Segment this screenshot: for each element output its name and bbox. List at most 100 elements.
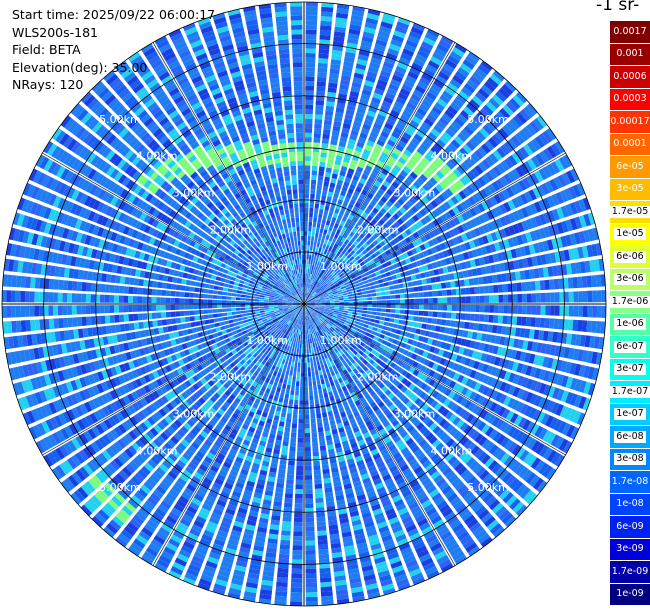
ray-gate [362,297,368,301]
ray-gate [563,347,571,359]
ray-gate [348,304,354,307]
ray-gate [372,326,378,332]
ray-gate [327,410,334,417]
ray-gate [315,288,320,293]
ray-gate [368,229,375,236]
ray-gate [351,266,358,272]
ray-gate [439,242,447,251]
ray-gate [331,404,338,411]
ray-gate [449,519,462,530]
ray-gate [489,444,499,455]
ray-gate [393,164,402,173]
ray-gate [423,481,434,491]
ray-gate [461,387,469,396]
ray-gate [380,448,389,457]
ray-gate [306,304,312,307]
ray-gate [301,311,303,316]
ray-gate [519,246,527,257]
ray-gate [306,304,312,306]
ray-gate [359,239,366,246]
ray-gate [306,301,312,304]
ray-gate [442,350,449,358]
ray-gate [477,323,484,332]
ray-gate [410,572,424,582]
ray-gate [426,28,440,38]
ray-gate [322,313,328,317]
ray-gate [398,254,405,261]
ray-gate [460,534,473,545]
ray-gate [425,193,433,202]
ray-gate [545,180,554,193]
ray-gate [276,430,284,437]
ray-gate [316,189,322,195]
ray-gate [339,392,345,399]
ray-gate [436,318,442,325]
ray-gate [275,439,282,446]
ray-gate [380,196,388,204]
ray-gate [565,219,574,232]
ray-gate [486,365,494,375]
ray-gate [353,269,359,275]
ray-gate [338,355,344,361]
ray-gate [304,367,308,373]
ray-gate [285,483,294,490]
ray-gate [374,43,386,52]
ray-gate [592,305,598,318]
ray-gate [364,320,370,325]
ray-gate [331,134,339,141]
ray-gate [481,363,489,373]
ray-gate [309,308,314,312]
ray-gate [503,423,513,435]
ray-gate [408,242,415,249]
ray-gate [355,537,367,545]
ray-gate [304,418,310,424]
ray-gate [293,371,297,377]
ray-gate [307,231,312,237]
ray-gate [319,445,327,451]
ray-gate [383,96,394,105]
ray-gate [285,417,292,424]
ray-gate [384,212,392,219]
ray-gate [499,216,508,227]
ray-gate [403,191,412,199]
ray-gate [512,94,525,107]
ray-gate [407,321,413,327]
ray-gate [477,509,490,520]
ray-gate [376,440,385,448]
ray-gate [559,291,565,303]
ray-gate [501,408,511,419]
ray-gate [452,237,460,246]
ray-gate [294,503,303,509]
ray-gate [460,109,471,120]
ray-gate [440,531,453,541]
ray-gate [354,455,363,463]
ray-gate [464,400,473,410]
ray-gate [333,359,338,365]
ray-gate [345,453,354,461]
ray-gate [405,257,412,264]
ray-gate [307,245,310,251]
ray-gate [275,586,288,592]
ray-gate [355,415,362,422]
ray-gate [327,329,333,334]
ray-gate [460,261,467,270]
ray-gate [466,102,478,113]
ray-gate [517,293,523,303]
ray-gate [520,233,528,244]
ray-gate [341,216,348,223]
ray-gate [526,454,538,467]
ray-gate [329,221,335,228]
ray-gate [311,338,315,344]
ray-gate [296,451,304,457]
ray-gate [319,360,324,366]
ray-gate [415,164,425,173]
ray-gate [413,310,419,316]
ray-gate [316,261,320,267]
ray-gate [341,249,347,255]
ray-gate [451,477,462,488]
ray-gate [485,244,492,254]
ray-gate [368,494,378,503]
ray-gate [465,304,471,312]
ray-gate [305,90,314,96]
ray-gate [308,288,311,294]
